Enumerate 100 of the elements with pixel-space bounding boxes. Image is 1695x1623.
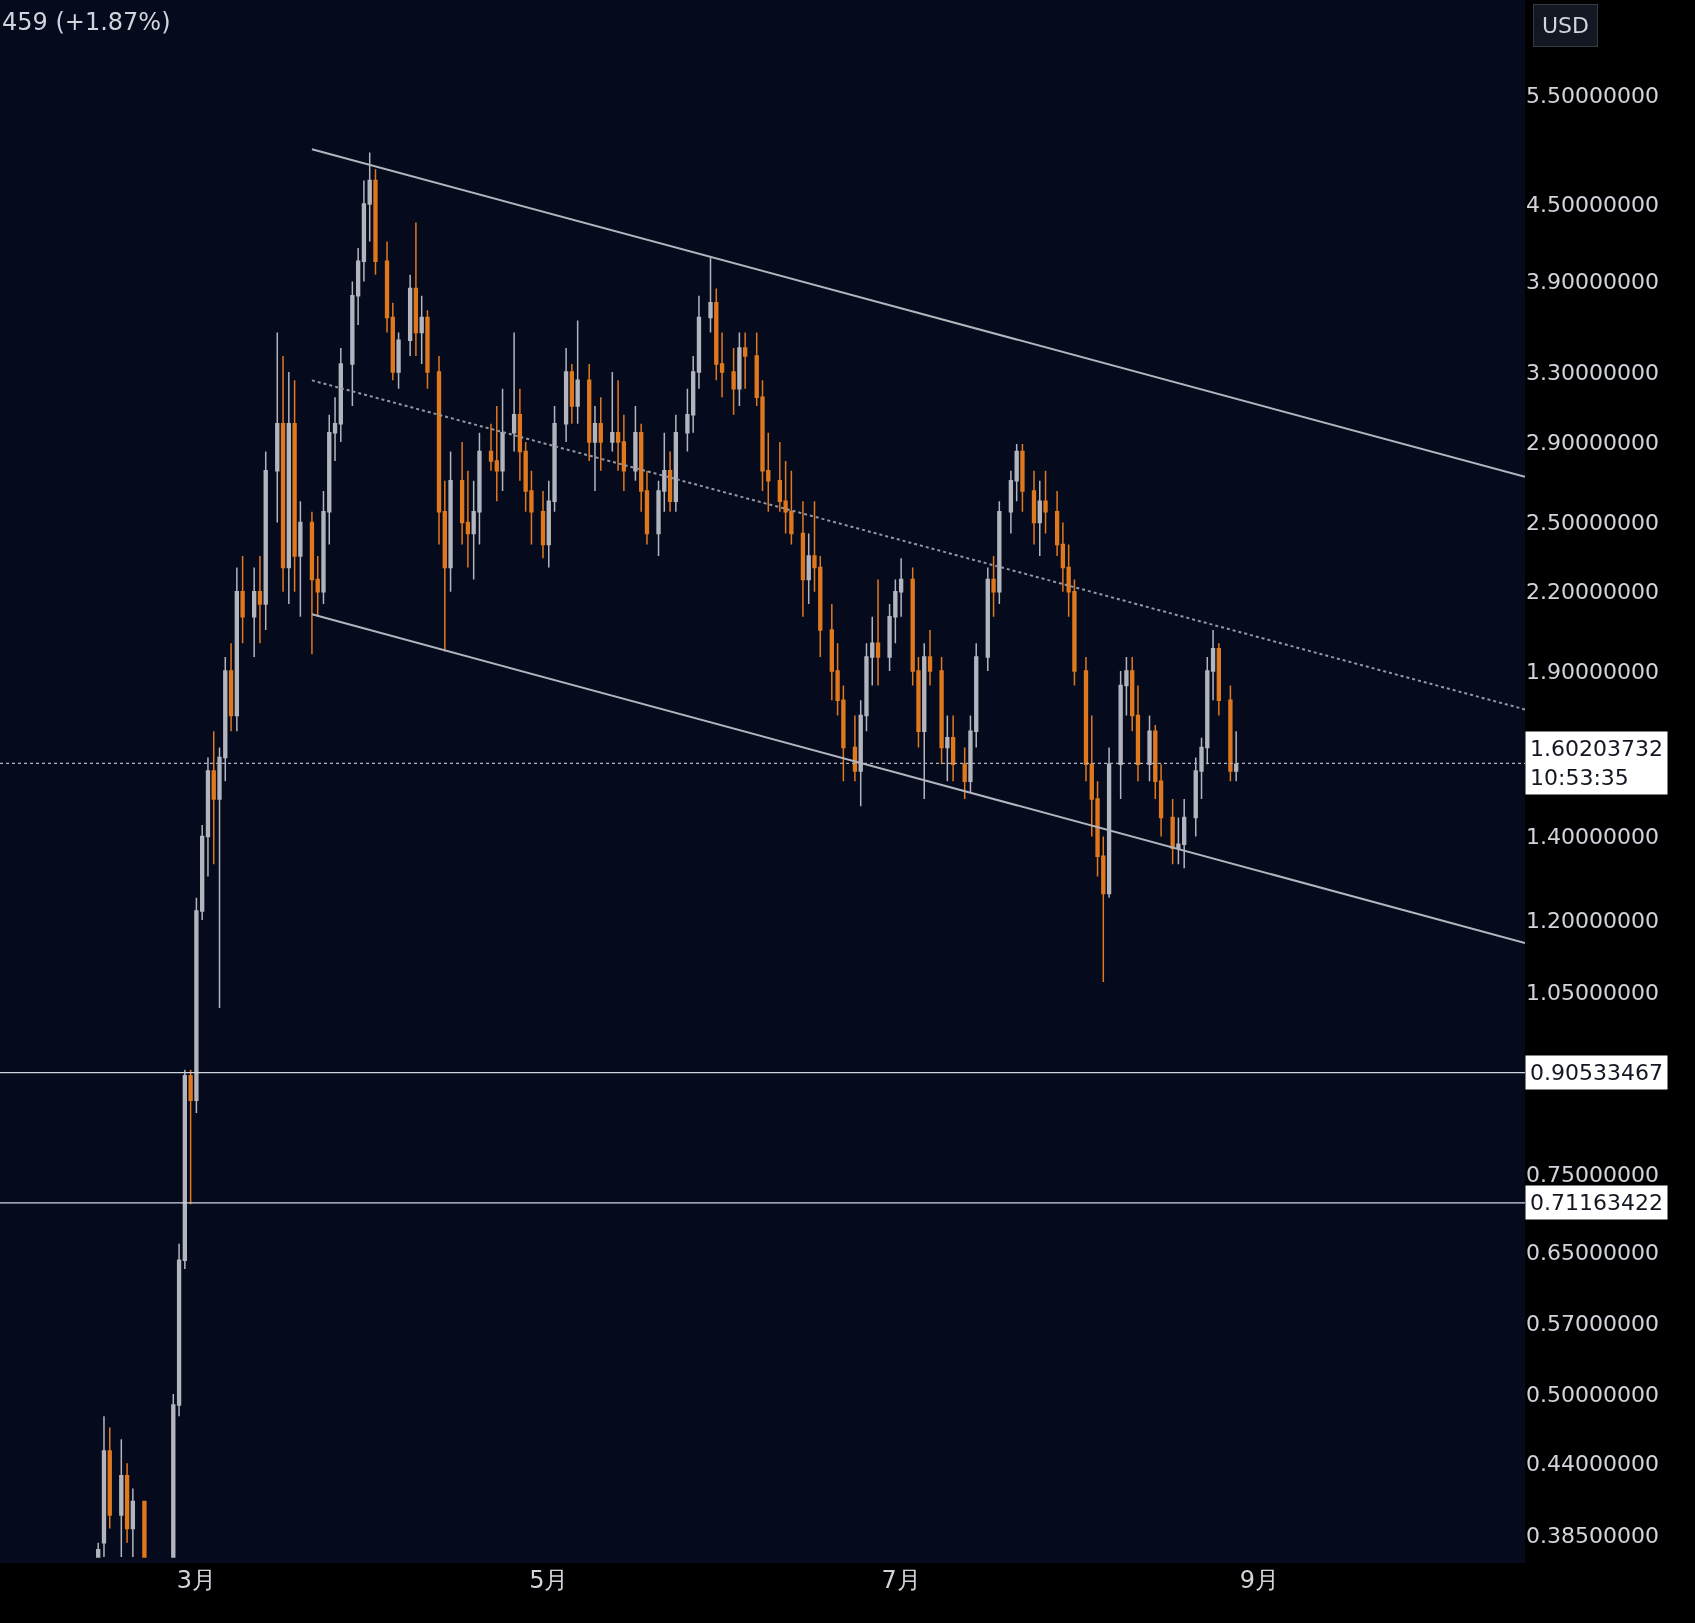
candlestick (621, 414, 627, 492)
candlestick (806, 532, 811, 605)
candlestick (407, 273, 413, 357)
candlestick (719, 331, 725, 399)
candlestick (639, 422, 644, 513)
candlestick (1210, 629, 1216, 702)
candlestick (396, 331, 401, 390)
candlestick (708, 256, 713, 334)
candlestick (1043, 470, 1048, 535)
y-tick-label: 0.75000000 (1526, 1162, 1659, 1188)
candlestick (852, 714, 858, 783)
candlestick (1020, 443, 1025, 513)
candlestick (644, 470, 650, 546)
candlestick (280, 355, 286, 593)
candlestick (425, 309, 430, 390)
annotation: 459 (+1.87%) (2, 8, 171, 36)
candlestick (1031, 470, 1037, 546)
y-tick-label: 3.90000000 (1526, 269, 1659, 295)
y-tick-label: 1.20000000 (1526, 907, 1659, 933)
candlestick (633, 405, 638, 482)
candlestick (1135, 684, 1141, 783)
candlestick (673, 414, 679, 513)
candlestick (315, 555, 320, 618)
candlestick (234, 566, 239, 733)
candlestick (950, 714, 956, 783)
candlestick (1170, 798, 1175, 865)
y-tick-label: 2.90000000 (1526, 429, 1659, 455)
y-tick-label: 5.50000000 (1526, 83, 1659, 109)
x-tick-label: 7月 (881, 1566, 921, 1594)
candlestick (1228, 684, 1233, 783)
candlestick (540, 490, 546, 560)
y-tick-label: 1.90000000 (1526, 658, 1659, 684)
candlestick (1216, 642, 1222, 717)
candlestick (575, 319, 580, 425)
candlestick (298, 500, 303, 618)
candlestick (286, 371, 291, 605)
x-tick-label: 3月 (176, 1566, 217, 1594)
candlestick (731, 347, 736, 416)
candlestick (252, 566, 257, 658)
candlestick (997, 500, 1002, 605)
candlestick (667, 450, 673, 513)
y-tick-label: 0.65000000 (1526, 1239, 1659, 1265)
candlestick (1037, 480, 1042, 557)
candlestick (737, 331, 742, 407)
candlestick (1008, 470, 1014, 535)
candlestick (419, 294, 424, 365)
candlestick (800, 500, 806, 618)
candlestick (714, 287, 719, 382)
candlestick (587, 363, 592, 462)
candlestick (563, 347, 569, 443)
candlestick (927, 629, 933, 687)
ref-line-label: 1.60203732 10:53:35 (1530, 736, 1663, 790)
y-tick-label: 1.40000000 (1526, 824, 1659, 850)
candlestick (962, 746, 967, 800)
candlestick (413, 221, 419, 357)
candlestick (592, 405, 598, 492)
candlestick (332, 396, 338, 462)
candlestick (211, 730, 216, 865)
y-tick-label: 0.57000000 (1526, 1310, 1659, 1336)
y-tick-label: 4.50000000 (1526, 191, 1659, 217)
candlestick (436, 355, 442, 546)
candlestick (361, 179, 367, 283)
candlestick (875, 578, 881, 687)
candlestick (448, 450, 453, 593)
candlestick (991, 555, 996, 618)
text: USD (1542, 13, 1590, 38)
candlestick (263, 450, 268, 631)
candlestick (228, 642, 234, 733)
y-tick-label: 0.50000000 (1526, 1381, 1659, 1407)
y-tick-label: 3.30000000 (1526, 359, 1659, 385)
y-tick-label: 0.38500000 (1526, 1523, 1659, 1549)
candlestick (1083, 656, 1089, 783)
y-tick-label: 2.50000000 (1526, 510, 1659, 536)
candlestick (390, 302, 395, 382)
candlestick (985, 566, 990, 672)
candlestick (384, 240, 390, 334)
candlestick (598, 396, 603, 472)
candlestick (1014, 443, 1019, 502)
candlestick (275, 331, 280, 524)
candlestick (939, 656, 944, 765)
candlestick (610, 371, 615, 453)
y-tick-label: 1.05000000 (1526, 979, 1659, 1005)
candlestick (1054, 490, 1060, 557)
candlestick (696, 294, 702, 390)
candlestick (257, 555, 263, 645)
candlestick (569, 363, 575, 425)
candlestick (615, 379, 621, 472)
candlestick (488, 422, 494, 472)
candlestick (338, 347, 343, 443)
x-tick-label: 9月 (1239, 1566, 1279, 1594)
candlestick (500, 388, 505, 492)
ref-line-label: 0.71163422 (1530, 1190, 1663, 1215)
candlestick (517, 388, 523, 482)
x-tick-label: 5月 (529, 1566, 569, 1594)
ref-line-label: 0.90533467 (1530, 1060, 1663, 1085)
y-tick-label: 0.44000000 (1526, 1450, 1659, 1476)
candlestick (1130, 656, 1135, 733)
candlestick (373, 168, 378, 276)
candlestick (459, 441, 465, 546)
candlestick (309, 510, 315, 655)
